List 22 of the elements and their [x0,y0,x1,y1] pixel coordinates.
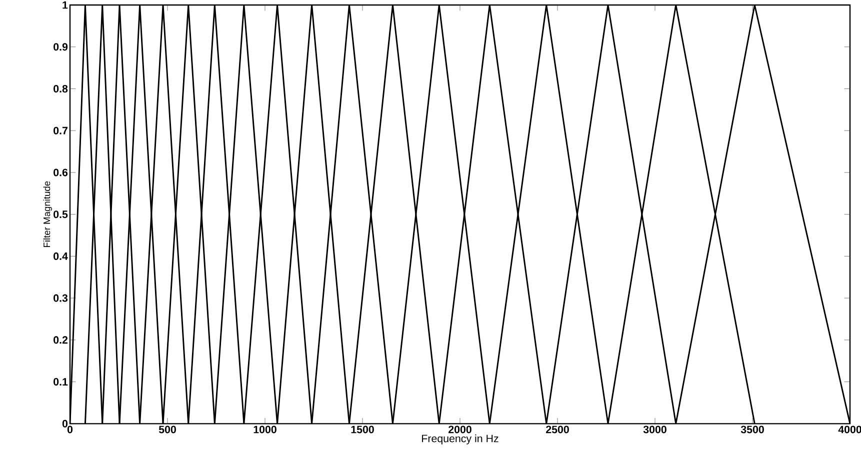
y-tick-label: 0.5 [54,210,68,218]
x-tick-label: 0 [67,426,73,434]
x-axis-title: Frequency in Hz [422,434,498,444]
y-tick-label: 0.6 [54,168,68,176]
x-tick-label: 4000 [838,426,861,434]
x-tick-label: 3500 [740,426,764,434]
x-tick-label: 2000 [448,426,472,434]
x-tick-label: 1000 [254,426,276,434]
y-tick-label: 0 [62,420,68,428]
y-tick-label: 0.2 [54,336,68,344]
y-tick-label: 0.1 [54,378,68,386]
y-tick-label: 1 [62,1,68,9]
y-tick-label: 0.4 [54,252,68,260]
y-tick-label: 0.3 [54,294,68,302]
x-tick-label: 1500 [351,426,374,434]
y-tick-label: 0.7 [54,126,68,134]
y-tick-label: 0.8 [54,84,68,93]
y-tick-label: 0.9 [54,43,68,51]
y-axis-title: Filter Magnitude [43,181,52,248]
x-tick-label: 2500 [546,426,569,434]
x-tick-label: 500 [158,426,176,434]
x-tick-label: 3000 [643,426,666,434]
